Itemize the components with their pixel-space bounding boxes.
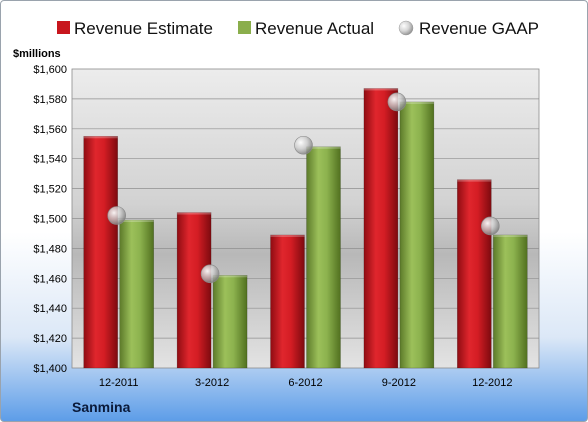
y-tick-label: $1,480 [33,243,67,255]
bar-actual [212,275,248,369]
bar-estimate [176,212,212,369]
bar-actual-top [493,234,528,237]
x-tick-label: 6-2012 [288,377,322,389]
y-tick-label: $1,520 [33,184,67,196]
y-tick-label: $1,500 [33,214,67,226]
gaap-point [480,216,500,236]
y-tick-label: $1,400 [33,363,67,375]
y-tick-label: $1,540 [33,154,67,166]
y-axis-unit-label: $millions [13,48,61,60]
bar-estimate-top [83,136,118,139]
bar-estimate-top [457,179,492,182]
x-axis-ticks: 12-2011 3-2012 6-2012 9-2012 12-2012 [99,377,513,389]
gaap-point [294,135,313,155]
legend-label-actual: Revenue Actual [255,19,374,38]
bar-actual [306,146,341,369]
y-axis-ticks: $1,400 $1,420 $1,440 $1,460 $1,480 $1,500 $1,5… [33,64,67,375]
x-tick-label: 3-2012 [195,377,229,389]
gaap-point [200,264,220,284]
bar-estimate [456,179,492,369]
bar-actual-top [213,275,248,278]
gaap-point [107,206,126,225]
legend: Revenue Estimate Revenue Actual Revenue … [57,19,539,38]
company-name: Sanmina [72,399,131,415]
bar-actual-top [119,219,154,222]
y-tick-label: $1,560 [33,124,67,136]
bar-estimate [363,88,399,369]
legend-swatch-actual [238,21,251,34]
bar-estimate [83,135,118,369]
y-tick-label: $1,420 [33,333,67,345]
y-tick-label: $1,460 [33,273,67,285]
y-tick-label: $1,440 [33,303,67,315]
bar-actual [399,101,435,369]
x-tick-label: 12-2012 [472,377,512,389]
y-tick-label: $1,580 [33,94,67,106]
bar-estimate-top [177,212,212,215]
bar-actual-top [306,146,341,149]
x-tick-label: 9-2012 [382,377,416,389]
bars [83,88,528,369]
bar-actual [119,219,154,369]
bar-estimate-top [363,88,398,91]
gaap-point [387,92,407,112]
x-tick-label: 12-2011 [99,377,139,389]
legend-label-estimate: Revenue Estimate [74,19,213,38]
gaap-points [107,92,500,284]
bar-estimate-top [270,234,305,237]
legend-swatch-estimate [57,21,70,34]
bar-estimate [270,234,305,369]
legend-label-gaap: Revenue GAAP [419,19,539,38]
bar-actual-top [399,101,434,104]
y-tick-label: $1,600 [33,64,67,76]
legend-marker-gaap [398,20,414,36]
bar-actual [492,234,528,369]
